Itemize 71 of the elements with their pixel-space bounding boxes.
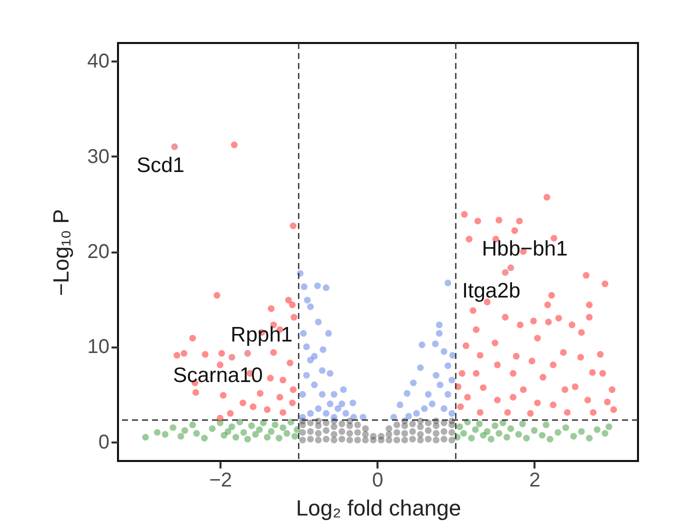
point: [300, 330, 307, 337]
point: [404, 390, 410, 397]
y-tick-label: 40: [87, 50, 110, 73]
point: [436, 321, 443, 328]
point: [326, 400, 334, 408]
y-tick-label: 10: [87, 336, 110, 358]
point: [405, 412, 412, 420]
point: [300, 283, 308, 290]
y-tick-label: 20: [87, 241, 110, 264]
annotation: Rpph1: [230, 323, 293, 346]
annotation: Scd1: [136, 154, 184, 177]
point: [307, 410, 314, 417]
point: [322, 284, 330, 292]
point: [396, 401, 404, 408]
x-axis-title: Log₂ fold change: [296, 496, 462, 520]
annotation: Itga2b: [462, 279, 520, 302]
point: [444, 362, 452, 370]
point: [350, 400, 356, 406]
point: [342, 410, 350, 417]
point: [318, 367, 326, 374]
point: [303, 343, 310, 350]
y-axis-title: −Log₁₀ P: [48, 209, 74, 296]
point: [322, 410, 330, 417]
x-tick-label: 2: [529, 470, 540, 492]
point: [410, 380, 417, 386]
point: [338, 400, 346, 408]
point: [334, 405, 342, 412]
point: [314, 282, 321, 290]
point: [340, 386, 347, 393]
point: [507, 264, 514, 272]
point: [436, 381, 444, 388]
point: [444, 280, 452, 286]
point: [432, 340, 439, 348]
point: [436, 330, 443, 337]
point: [440, 405, 448, 412]
point: [432, 372, 440, 379]
y-tick-label: 0: [98, 431, 110, 454]
point: [314, 318, 322, 326]
point: [228, 354, 236, 361]
point: [418, 341, 426, 348]
point: [424, 391, 432, 398]
point: [244, 350, 251, 357]
point: [311, 352, 318, 360]
point: [307, 356, 314, 364]
point: [448, 376, 456, 384]
point: [307, 303, 314, 310]
point: [502, 269, 509, 276]
point: [413, 410, 420, 417]
point: [444, 391, 452, 398]
point: [314, 405, 322, 412]
x-tick-label: −2: [209, 470, 232, 492]
point: [171, 143, 178, 150]
x-tick-label: 0: [372, 470, 384, 492]
point: [299, 391, 306, 398]
annotation: Hbb−bh1: [482, 238, 568, 261]
point: [304, 296, 311, 304]
y-tick-label: 30: [87, 146, 110, 168]
point: [440, 348, 448, 355]
point: [417, 364, 424, 372]
point: [303, 372, 310, 379]
point: [326, 370, 334, 377]
point: [325, 330, 332, 337]
point: [428, 400, 436, 408]
annotation: Scarna10: [172, 364, 263, 388]
point: [448, 410, 456, 417]
point: [318, 391, 326, 398]
point: [299, 414, 306, 421]
point: [420, 405, 428, 412]
point: [320, 346, 326, 353]
point: [311, 381, 318, 388]
point: [330, 391, 338, 398]
